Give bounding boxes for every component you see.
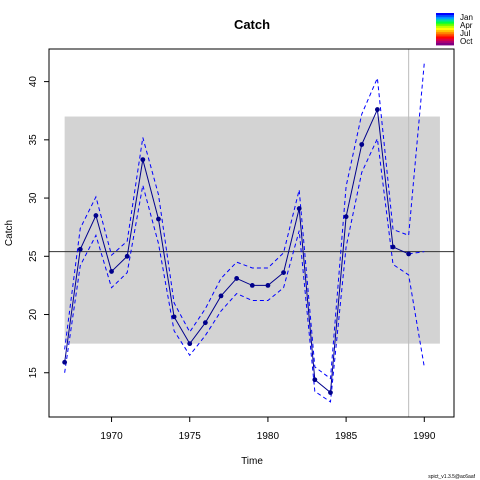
legend-color-swatch — [436, 21, 454, 25]
legend-label: Jul — [460, 29, 470, 38]
data-point — [109, 269, 114, 274]
data-point — [93, 213, 99, 218]
y-axis-label: Catch — [4, 220, 15, 246]
x-axis-label: Time — [241, 456, 263, 467]
y-axis: 15 20 25 30 35 40 — [28, 76, 49, 379]
x-axis: 1970 1975 1980 1985 1990 — [100, 417, 436, 442]
legend-color-swatch — [436, 15, 454, 18]
data-point — [124, 253, 130, 259]
data-point — [281, 270, 286, 275]
x-tick-label: 1970 — [100, 431, 123, 442]
data-point — [62, 359, 68, 365]
x-tick-label: 1985 — [335, 431, 358, 442]
data-point — [343, 214, 349, 220]
plot-frame — [48, 48, 455, 418]
legend-color-swatch — [436, 27, 454, 31]
legend-color-swatch — [436, 19, 454, 22]
data-point — [312, 377, 318, 383]
x-tick-label: 1980 — [257, 431, 280, 442]
data-point — [202, 320, 208, 326]
footnote: spict_v1.3.5@ac6aaf — [428, 474, 475, 480]
legend-color-swatch — [436, 23, 454, 27]
series-line-3 — [64, 136, 425, 403]
data-point — [234, 276, 240, 281]
series-line-2 — [64, 62, 425, 380]
data-point — [328, 390, 333, 395]
y-tick-label: 25 — [28, 250, 39, 262]
legend-color-swatch — [436, 32, 454, 35]
x-tick-label: 1990 — [413, 431, 436, 442]
data-point — [390, 244, 396, 250]
legend-color-swatch — [436, 40, 454, 44]
x-tick-label: 1975 — [179, 431, 202, 442]
data-point — [156, 216, 161, 222]
data-point — [171, 314, 177, 320]
data-point — [140, 157, 146, 163]
legend-label: Apr — [460, 21, 473, 30]
y-tick-label: 30 — [28, 192, 39, 204]
data-point — [359, 142, 365, 147]
y-tick-label: 40 — [28, 76, 39, 88]
reference-band — [64, 116, 440, 344]
legend-label: Oct — [460, 37, 473, 46]
plot-area — [48, 48, 455, 418]
legend-label: Jan — [460, 13, 473, 22]
data-point — [249, 283, 255, 288]
legend-color-swatch — [436, 34, 454, 37]
legend-color-swatch — [436, 17, 454, 20]
data-point — [374, 107, 380, 112]
data-point — [77, 246, 83, 252]
data-point — [218, 293, 224, 299]
data-point — [187, 341, 193, 347]
y-tick-label: 15 — [28, 367, 39, 379]
legend-color-swatch — [436, 30, 454, 33]
legend-color-swatch — [436, 36, 454, 39]
legend-color-swatch — [436, 38, 454, 42]
data-point — [296, 206, 302, 211]
legend-color-swatch — [436, 13, 454, 16]
data-point — [265, 283, 271, 288]
data-point — [406, 251, 412, 257]
legend-color-swatch — [436, 25, 454, 29]
y-tick-label: 20 — [28, 309, 39, 321]
legend-color-swatch — [436, 42, 454, 46]
chart-title: Catch — [234, 17, 270, 32]
y-tick-label: 35 — [28, 134, 39, 146]
series-line-4 — [408, 251, 425, 255]
